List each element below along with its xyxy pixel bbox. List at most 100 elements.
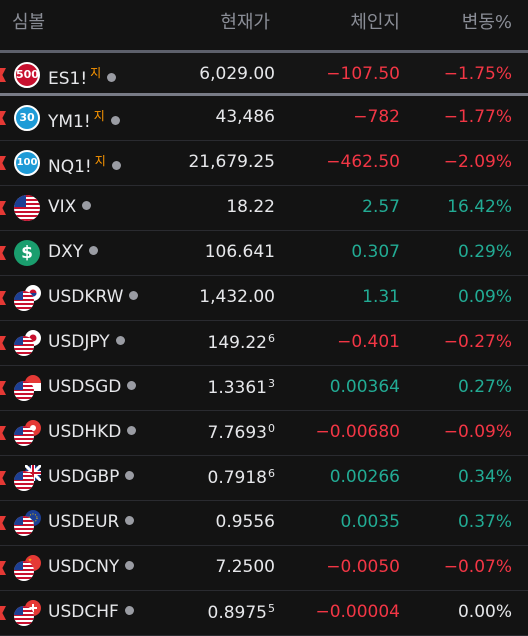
price-value: 6,029.00 [199, 64, 275, 84]
price-change: 1.31 [362, 287, 400, 307]
symbol-name[interactable]: USDCHF [48, 602, 134, 622]
last-price: 149.226 [208, 332, 275, 353]
price-change: −0.401 [337, 332, 400, 352]
watchlist-row-usdcny[interactable]: USDCNY 7.2500 −0.0050 −0.07% [0, 546, 528, 591]
symbol-ticker: NQ1! [48, 157, 92, 177]
price-fractional-digit: 3 [268, 377, 275, 390]
price-value: 106.641 [204, 242, 275, 262]
watchlist-row-nq1[interactable]: 100 NQ1! 지 21,679.25 −462.50 −2.09% [0, 141, 528, 186]
price-value: 0.7918 [207, 468, 267, 488]
symbol-ticker: USDGBP [48, 467, 120, 487]
market-status-dot-icon [107, 73, 117, 82]
market-status-dot-icon [82, 201, 92, 210]
flag-marker-icon[interactable] [0, 68, 6, 82]
watchlist-row-usdkrw[interactable]: USDKRW 1,432.00 1.31 0.09% [0, 276, 528, 321]
watchlist-row-usdjpy[interactable]: USDJPY 149.226 −0.401 −0.27% [0, 321, 528, 366]
watchlist-row-dxy[interactable]: $ DXY 106.641 0.307 0.29% [0, 231, 528, 276]
market-status-dot-icon [125, 561, 135, 570]
sp500-icon: 500 [14, 62, 40, 88]
watchlist-row-usdsgd[interactable]: USDSGD 1.33613 0.00364 0.27% [0, 366, 528, 411]
watchlist-row-usdchf[interactable]: USDCHF 0.89755 −0.00004 0.00% [0, 591, 528, 636]
symbol-name[interactable]: VIX [48, 197, 92, 217]
symbol-name[interactable]: USDKRW [48, 287, 139, 307]
delayed-badge: 지 [93, 109, 105, 123]
flag-marker-icon[interactable] [0, 426, 6, 440]
percent-change: 0.00% [457, 602, 512, 622]
usd-jpy-flag-icon [14, 330, 41, 356]
last-price: 43,486 [216, 107, 275, 127]
column-header-symbol[interactable]: 심볼 [12, 12, 46, 33]
watchlist-row-es1[interactable]: 500 ES1! 지 6,029.00 −107.50 −1.75% [0, 53, 528, 94]
symbol-name[interactable]: USDGBP [48, 467, 135, 487]
flag-marker-icon[interactable] [0, 381, 6, 395]
selected-row-underline [0, 93, 528, 96]
market-status-dot-icon [125, 471, 135, 480]
column-header-change[interactable]: 체인지 [350, 12, 400, 33]
price-value: 0.8975 [207, 603, 267, 623]
price-value: 1,432.00 [199, 287, 275, 307]
flag-marker-icon[interactable] [0, 111, 6, 125]
symbol-ticker: USDCNY [48, 557, 120, 577]
flag-marker-icon[interactable] [0, 516, 6, 530]
delayed-badge: 지 [90, 66, 102, 80]
percent-change: −0.07% [443, 557, 512, 577]
last-price: 0.89755 [208, 602, 275, 623]
price-fractional-digit: 0 [268, 422, 275, 435]
dow-icon: 30 [14, 105, 40, 131]
percent-change: −1.75% [443, 64, 512, 84]
flag-marker-icon[interactable] [0, 291, 6, 305]
flag-marker-icon[interactable] [0, 246, 6, 260]
last-price: 0.79186 [208, 467, 275, 488]
market-status-dot-icon [89, 246, 99, 255]
price-change: −0.0050 [326, 557, 400, 577]
market-status-dot-icon [110, 116, 120, 125]
price-fractional-digit: 6 [268, 332, 275, 345]
symbol-ticker: USDEUR [48, 512, 120, 532]
last-price: 6,029.00 [199, 64, 275, 84]
symbol-name[interactable]: NQ1! 지 [48, 152, 121, 177]
symbol-name[interactable]: USDCNY [48, 557, 135, 577]
price-value: 149.22 [207, 333, 267, 353]
symbol-name[interactable]: USDSGD [48, 377, 137, 397]
watchlist-row-usdeur[interactable]: USDEUR 0.9556 0.0035 0.37% [0, 501, 528, 546]
nasdaq-icon: 100 [14, 150, 40, 176]
price-fractional-digit: 5 [268, 602, 275, 615]
usd-sgd-flag-icon [14, 375, 41, 401]
last-price: 1,432.00 [199, 287, 275, 307]
watchlist-row-ym1[interactable]: 30 YM1! 지 43,486 −782 −1.77% [0, 96, 528, 141]
symbol-ticker: USDCHF [48, 602, 119, 622]
price-value: 0.9556 [215, 512, 275, 532]
watchlist-row-usdhkd[interactable]: USDHKD 7.76930 −0.00680 −0.09% [0, 411, 528, 456]
flag-marker-icon[interactable] [0, 336, 6, 350]
symbol-ticker: VIX [48, 197, 77, 217]
watchlist-row-vix[interactable]: VIX 18.22 2.57 16.42% [0, 186, 528, 231]
header-divider [0, 50, 528, 53]
symbol-ticker: USDKRW [48, 287, 124, 307]
symbol-name[interactable]: DXY [48, 242, 99, 262]
market-status-dot-icon [129, 291, 139, 300]
percent-change: −2.09% [443, 152, 512, 172]
symbol-name[interactable]: ES1! 지 [48, 64, 117, 89]
symbol-ticker: ES1! [48, 69, 88, 89]
percent-change: −0.09% [443, 422, 512, 442]
symbol-name[interactable]: YM1! 지 [48, 107, 120, 132]
market-status-dot-icon [127, 381, 137, 390]
symbol-name[interactable]: USDJPY [48, 332, 125, 352]
symbol-name[interactable]: USDEUR [48, 512, 135, 532]
price-value: 21,679.25 [188, 152, 275, 172]
symbol-name[interactable]: USDHKD [48, 422, 137, 442]
price-value: 43,486 [215, 107, 275, 127]
percent-change: 0.29% [457, 242, 512, 262]
column-header-percent[interactable]: 변동% [461, 12, 512, 33]
percent-change: 0.09% [457, 287, 512, 307]
price-change: 2.57 [362, 197, 400, 217]
flag-marker-icon[interactable] [0, 201, 6, 215]
flag-marker-icon[interactable] [0, 156, 6, 170]
flag-marker-icon[interactable] [0, 561, 6, 575]
usd-chf-flag-icon [14, 600, 41, 626]
flag-marker-icon[interactable] [0, 471, 6, 485]
watchlist-row-usdgbp[interactable]: USDGBP 0.79186 0.00266 0.34% [0, 456, 528, 501]
flag-marker-icon[interactable] [0, 606, 6, 620]
column-header-price[interactable]: 현재가 [220, 12, 270, 33]
